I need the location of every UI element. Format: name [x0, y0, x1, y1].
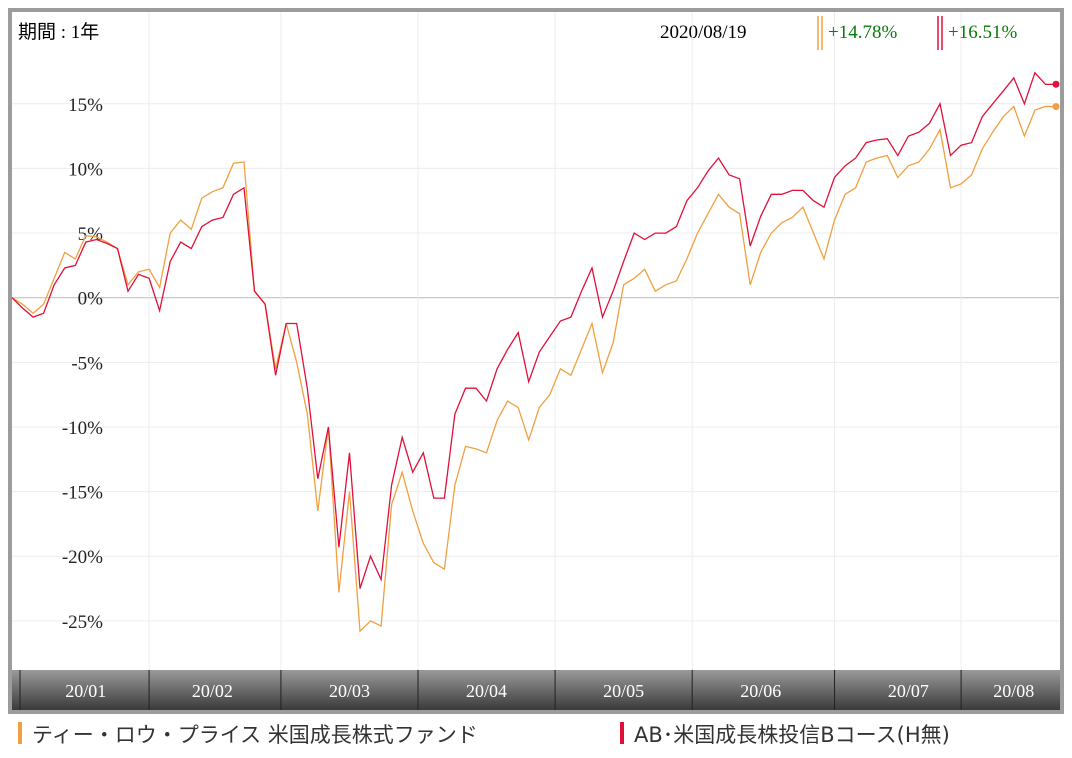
x-tick-label: 20/04 [466, 681, 507, 701]
x-tick-label: 20/07 [888, 681, 929, 701]
y-tick-label: -15% [62, 483, 103, 504]
x-band [12, 670, 1060, 710]
x-tick-label: 20/05 [603, 681, 644, 701]
y-tick-label: 15% [68, 95, 103, 116]
x-tick-label: 20/01 [65, 681, 106, 701]
y-tick-label: 0% [78, 289, 104, 310]
legend-swatch [18, 722, 22, 744]
latest-value: +16.51% [948, 22, 1017, 43]
date: 2020/08/19 [660, 22, 747, 43]
y-tick-label: -25% [62, 612, 103, 633]
end-point [1052, 103, 1060, 111]
legend-swatch [620, 722, 624, 744]
latest-value: +14.78% [828, 22, 897, 43]
y-tick-label: -20% [62, 547, 103, 568]
series-line [11, 71, 1057, 589]
x-tick-label: 20/02 [192, 681, 233, 701]
period: 期間 : 1年 [18, 21, 99, 43]
y-tick-label: 5% [78, 224, 104, 245]
legend-label: AB･米国成長株投信Bコース(H無) [634, 723, 950, 747]
y-tick-label: -10% [62, 418, 103, 439]
legend-label: ティー・ロウ・プライス 米国成長株式ファンド [32, 723, 478, 747]
y-tick-label: 10% [68, 159, 103, 180]
x-tick-label: 20/03 [329, 681, 370, 701]
end-point [1052, 80, 1060, 88]
x-tick-label: 20/06 [740, 681, 781, 701]
series-line [11, 105, 1057, 633]
y-tick-label: -5% [71, 353, 103, 374]
x-tick-label: 20/08 [993, 681, 1034, 701]
